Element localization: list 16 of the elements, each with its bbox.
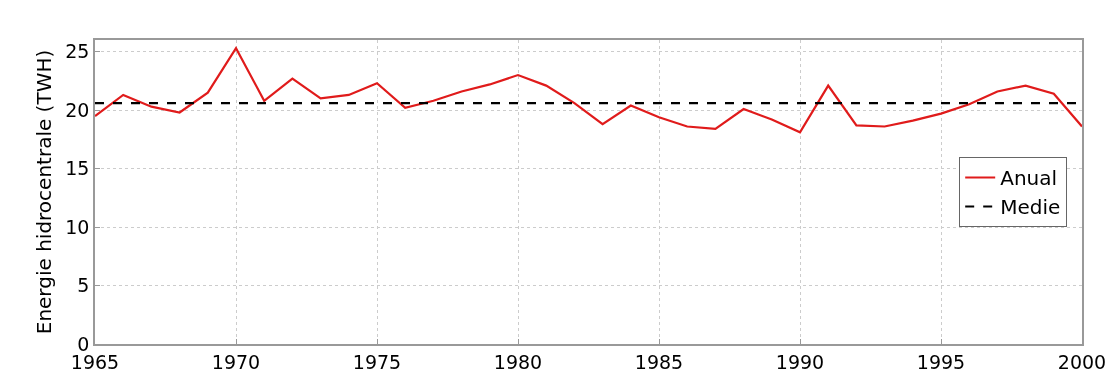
legend-label: Anual [1000, 166, 1058, 191]
y-tick-label: 15 [65, 157, 90, 180]
y-axis-title: Energie hidrocentrale (TWH) [32, 49, 57, 335]
x-tick-label: 1995 [916, 350, 966, 373]
legend-label: Medie [1000, 195, 1061, 220]
x-tick-label: 1990 [775, 350, 825, 373]
x-tick-label: 1975 [352, 350, 402, 373]
y-tick-label: 5 [77, 274, 90, 297]
y-tick-label: 25 [65, 40, 90, 63]
y-tick-label: 20 [65, 98, 90, 121]
x-tick-label: 2000 [1057, 350, 1107, 373]
x-tick-label: 1980 [493, 350, 543, 373]
y-tick-label: 10 [65, 215, 90, 238]
x-tick-label: 1970 [211, 350, 261, 373]
line-series [95, 47, 1082, 134]
x-tick-label: 1985 [634, 350, 684, 373]
